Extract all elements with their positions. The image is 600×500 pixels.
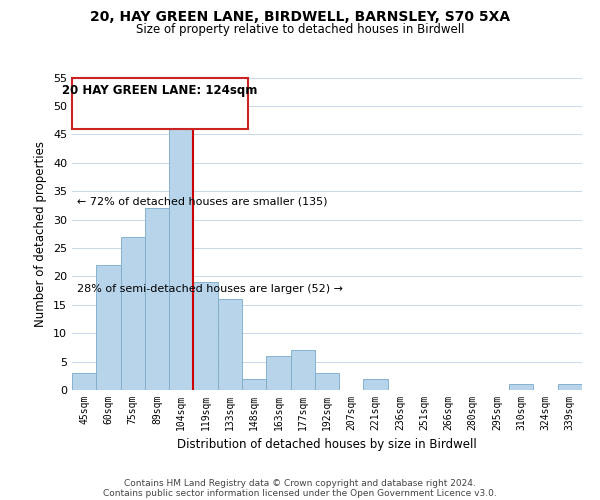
- Bar: [558, 384, 582, 390]
- Text: 20, HAY GREEN LANE, BIRDWELL, BARNSLEY, S70 5XA: 20, HAY GREEN LANE, BIRDWELL, BARNSLEY, …: [90, 10, 510, 24]
- Text: 20 HAY GREEN LANE: 124sqm: 20 HAY GREEN LANE: 124sqm: [62, 84, 257, 97]
- X-axis label: Distribution of detached houses by size in Birdwell: Distribution of detached houses by size …: [177, 438, 477, 452]
- Bar: [145, 208, 169, 390]
- Bar: [242, 378, 266, 390]
- FancyBboxPatch shape: [72, 78, 248, 129]
- Bar: [315, 373, 339, 390]
- Bar: [364, 378, 388, 390]
- Text: 28% of semi-detached houses are larger (52) →: 28% of semi-detached houses are larger (…: [77, 284, 343, 294]
- Bar: [96, 265, 121, 390]
- Text: Contains HM Land Registry data © Crown copyright and database right 2024.: Contains HM Land Registry data © Crown c…: [124, 478, 476, 488]
- Bar: [509, 384, 533, 390]
- Bar: [72, 373, 96, 390]
- Bar: [121, 236, 145, 390]
- Bar: [193, 282, 218, 390]
- Text: Size of property relative to detached houses in Birdwell: Size of property relative to detached ho…: [136, 22, 464, 36]
- Bar: [290, 350, 315, 390]
- Y-axis label: Number of detached properties: Number of detached properties: [34, 141, 47, 327]
- Text: Contains public sector information licensed under the Open Government Licence v3: Contains public sector information licen…: [103, 488, 497, 498]
- Bar: [169, 128, 193, 390]
- Text: ← 72% of detached houses are smaller (135): ← 72% of detached houses are smaller (13…: [77, 196, 328, 206]
- Bar: [266, 356, 290, 390]
- Bar: [218, 299, 242, 390]
